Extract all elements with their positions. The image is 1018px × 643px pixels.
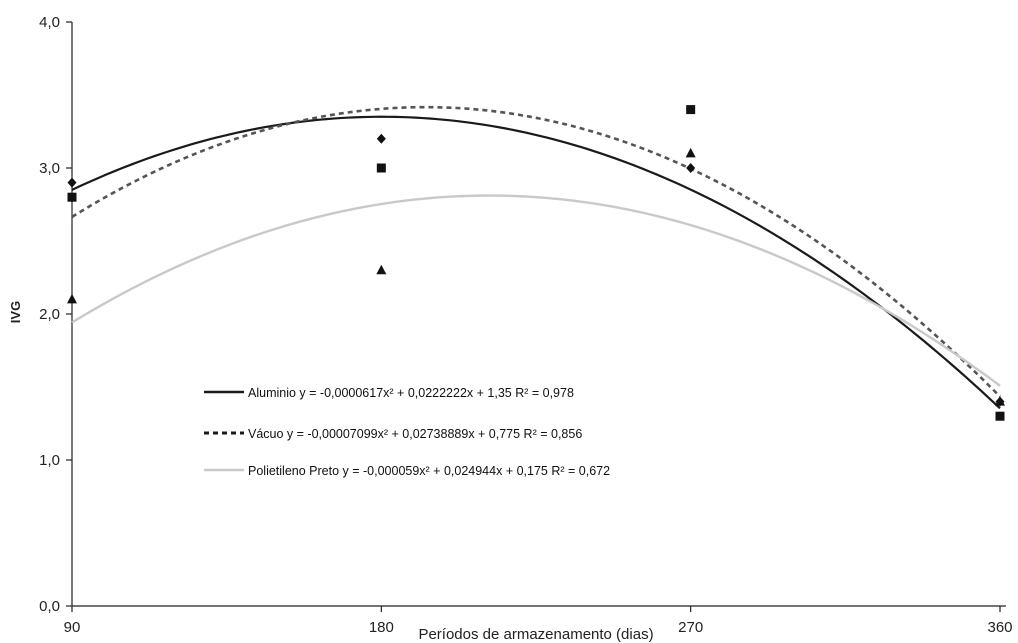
fit-curve-aluminio xyxy=(71,115,1001,410)
data-point-diamond xyxy=(376,133,386,144)
x-tick-label: 90 xyxy=(64,619,81,636)
axes xyxy=(71,22,1006,607)
data-point-triangle xyxy=(685,147,696,158)
y-axis-title: IVG xyxy=(8,301,23,323)
x-tick-label: 360 xyxy=(987,619,1012,636)
legend: Aluminio y = -0,0000617x² + 0,0222222x +… xyxy=(204,386,610,478)
data-point-diamond xyxy=(686,163,696,173)
data-point-square xyxy=(995,411,1005,421)
data-point-square xyxy=(67,192,77,202)
data-point-triangle xyxy=(67,293,77,304)
x-ticks: 90 180 270 360 xyxy=(64,606,1013,636)
data-points xyxy=(67,105,1005,421)
data-point-diamond xyxy=(67,177,77,188)
x-tick-label: 270 xyxy=(678,619,703,636)
fit-curve-polietileno-preto xyxy=(71,194,1001,387)
x-axis-title: Períodos de armazenamento (dias) xyxy=(418,626,653,643)
y-tick-label: 0,0 xyxy=(39,598,60,615)
legend-entry: Aluminio y = -0,0000617x² + 0,0222222x +… xyxy=(248,386,574,400)
fit-curves xyxy=(71,105,1001,410)
y-tick-label: 3,0 xyxy=(39,160,60,177)
data-point-square xyxy=(686,105,696,115)
data-point-square xyxy=(376,163,386,173)
fit-curve-v-cuo xyxy=(71,105,1001,398)
legend-entry: Polietileno Preto y = -0,000059x² + 0,02… xyxy=(248,464,610,478)
data-point-triangle xyxy=(376,264,387,275)
data-point-triangle xyxy=(995,396,1005,406)
y-tick-label: 2,0 xyxy=(39,306,60,323)
legend-entry: Vácuo y = -0,00007099x² + 0,02738889x + … xyxy=(248,427,582,441)
x-tick-label: 180 xyxy=(369,619,394,636)
y-ticks: 0,0 1,0 2,0 3,0 4,0 xyxy=(39,14,72,615)
y-tick-label: 4,0 xyxy=(39,14,60,31)
y-tick-label: 1,0 xyxy=(39,452,60,469)
